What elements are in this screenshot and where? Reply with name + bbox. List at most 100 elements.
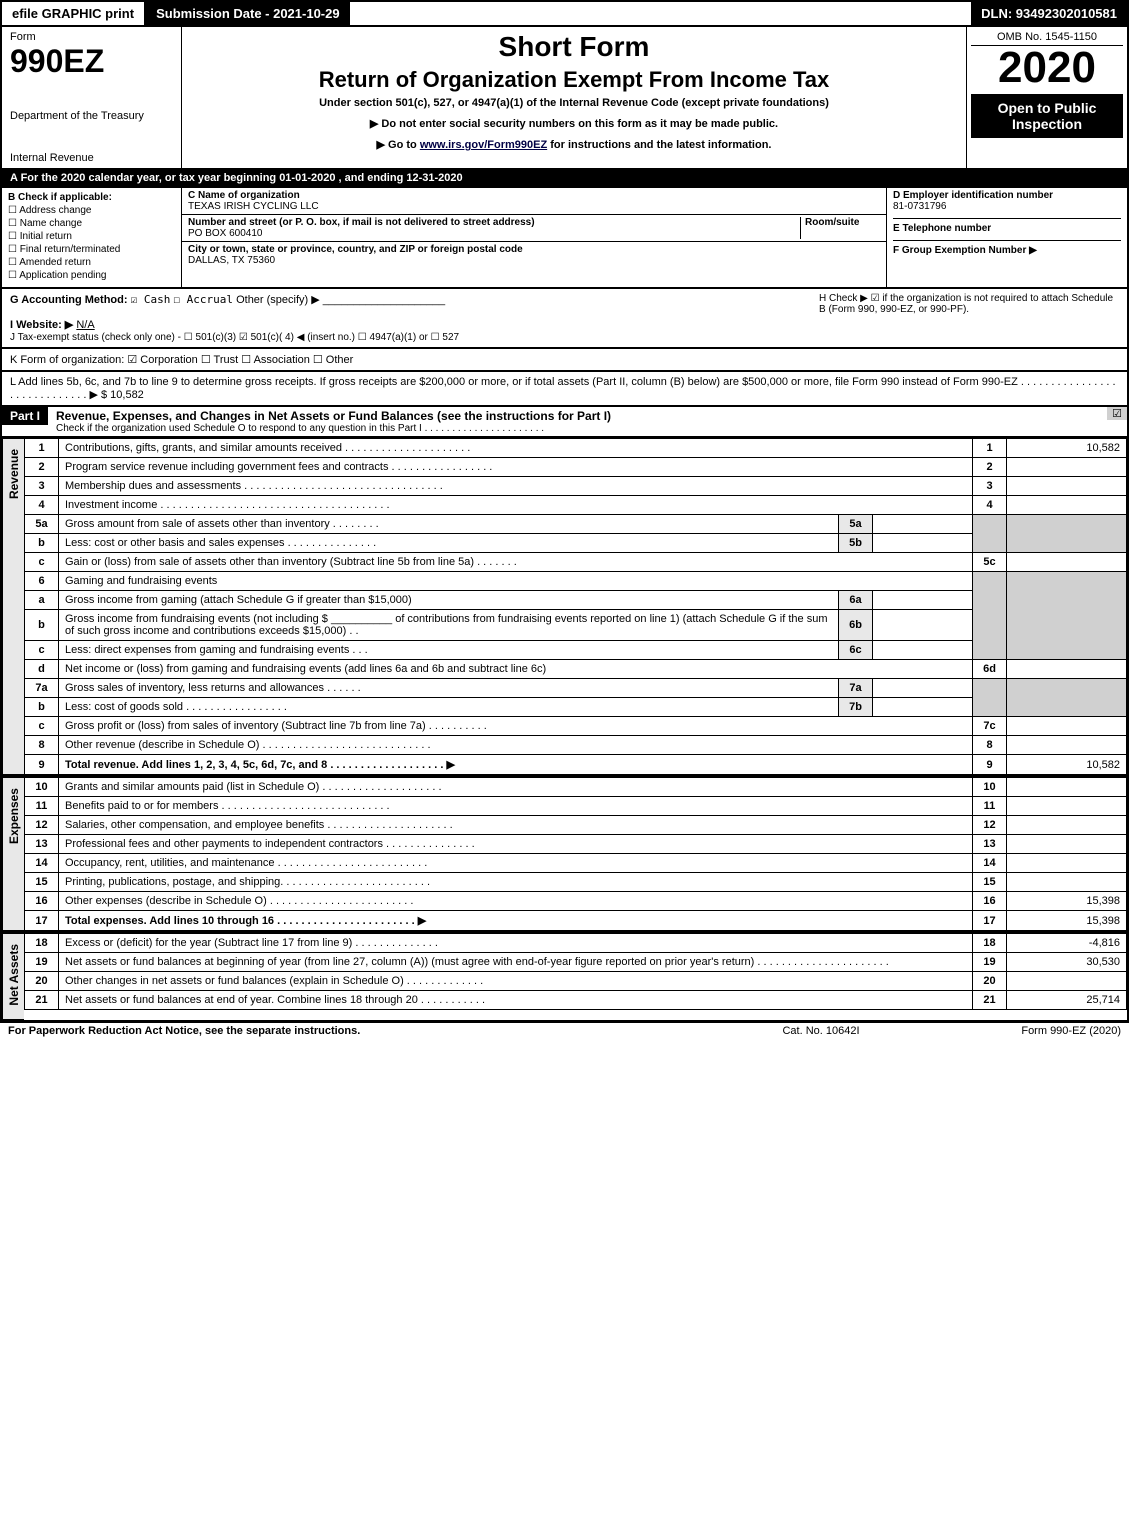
tax-year: 2020	[971, 46, 1123, 90]
header-right: OMB No. 1545-1150 2020 Open to Public In…	[967, 27, 1127, 168]
return-title: Return of Organization Exempt From Incom…	[190, 67, 958, 93]
group-exemption-label: F Group Exemption Number ▶	[893, 245, 1121, 256]
goto-prefix: ▶ Go to	[377, 139, 420, 151]
chk-amended-return[interactable]: ☐ Amended return	[8, 257, 175, 268]
net-assets-table: 18Excess or (deficit) for the year (Subt…	[24, 933, 1127, 1010]
website-value: N/A	[76, 319, 94, 331]
line-20: 20Other changes in net assets or fund ba…	[25, 972, 1127, 991]
expenses-section: Expenses 10Grants and similar amounts pa…	[0, 777, 1129, 933]
part-1-label: Part I	[2, 407, 48, 425]
expenses-side-label: Expenses	[2, 777, 24, 931]
part-1-header: Part I Revenue, Expenses, and Changes in…	[0, 407, 1129, 438]
part-1-checkbox[interactable]: ☑	[1107, 407, 1127, 420]
row-l-text: L Add lines 5b, 6c, and 7b to line 9 to …	[10, 376, 1116, 401]
line-3: 3Membership dues and assessments . . . .…	[25, 477, 1127, 496]
line-11: 11Benefits paid to or for members . . . …	[25, 797, 1127, 816]
chk-address-change[interactable]: ☐ Address change	[8, 205, 175, 216]
expenses-table: 10Grants and similar amounts paid (list …	[24, 777, 1127, 931]
chk-final-return[interactable]: ☐ Final return/terminated	[8, 244, 175, 255]
ein-label: D Employer identification number	[893, 190, 1121, 201]
line-10: 10Grants and similar amounts paid (list …	[25, 778, 1127, 797]
city-value: DALLAS, TX 75360	[188, 255, 880, 266]
line-7c: cGross profit or (loss) from sales of in…	[25, 717, 1127, 736]
phone-label: E Telephone number	[893, 223, 1121, 234]
revenue-section: Revenue 1Contributions, gifts, grants, a…	[0, 438, 1129, 777]
header-left: Form 990EZ Department of the Treasury In…	[2, 27, 182, 168]
row-a-calendar-year: A For the 2020 calendar year, or tax yea…	[0, 170, 1129, 188]
website-label: I Website: ▶	[10, 319, 73, 331]
chk-cash[interactable]: ☑ Cash	[131, 293, 171, 306]
goto-suffix: for instructions and the latest informat…	[547, 139, 771, 151]
line-14: 14Occupancy, rent, utilities, and mainte…	[25, 854, 1127, 873]
irs-link[interactable]: www.irs.gov/Form990EZ	[420, 139, 547, 151]
part-1-title: Revenue, Expenses, and Changes in Net As…	[56, 409, 611, 423]
line-5a: 5aGross amount from sale of assets other…	[25, 515, 1127, 534]
line-16: 16Other expenses (describe in Schedule O…	[25, 892, 1127, 911]
line-7b: bLess: cost of goods sold . . . . . . . …	[25, 698, 1127, 717]
header-center: Short Form Return of Organization Exempt…	[182, 27, 967, 168]
line-9: 9Total revenue. Add lines 1, 2, 3, 4, 5c…	[25, 755, 1127, 775]
revenue-side-label: Revenue	[2, 438, 24, 775]
line-7a: 7aGross sales of inventory, less returns…	[25, 679, 1127, 698]
paperwork-notice: For Paperwork Reduction Act Notice, see …	[8, 1025, 721, 1037]
line-5b: bLess: cost or other basis and sales exp…	[25, 534, 1127, 553]
row-g-h: G Accounting Method: ☑ Cash ☐ Accrual Ot…	[0, 289, 1129, 349]
line-13: 13Professional fees and other payments t…	[25, 835, 1127, 854]
city-label: City or town, state or province, country…	[188, 244, 880, 255]
ssn-warning: ▶ Do not enter social security numbers o…	[190, 117, 958, 130]
other-specify: Other (specify) ▶	[236, 294, 320, 306]
form-label: Form	[10, 31, 173, 43]
open-to-public: Open to Public Inspection	[971, 94, 1123, 138]
net-assets-side-label: Net Assets	[2, 933, 24, 1020]
dept-treasury: Department of the Treasury	[10, 110, 173, 122]
dept-irs: Internal Revenue	[10, 152, 173, 164]
row-h-schedule-b: H Check ▶ ☑ if the organization is not r…	[819, 293, 1119, 343]
street-value: PO BOX 600410	[188, 228, 800, 239]
goto-instructions: ▶ Go to www.irs.gov/Form990EZ for instru…	[190, 138, 958, 151]
tax-exempt-status: J Tax-exempt status (check only one) - ☐…	[10, 332, 459, 343]
ein-value: 81-0731796	[893, 201, 1121, 212]
org-name-value: TEXAS IRISH CYCLING LLC	[188, 201, 880, 212]
line-6d: dNet income or (loss) from gaming and fu…	[25, 660, 1127, 679]
form-number: 990EZ	[10, 43, 173, 80]
line-18: 18Excess or (deficit) for the year (Subt…	[25, 934, 1127, 953]
row-k: K Form of organization: ☑ Corporation ☐ …	[0, 349, 1129, 372]
line-5c: cGain or (loss) from sale of assets othe…	[25, 553, 1127, 572]
chk-name-change[interactable]: ☐ Name change	[8, 218, 175, 229]
col-b-checkboxes: B Check if applicable: ☐ Address change …	[2, 188, 182, 287]
form-header: Form 990EZ Department of the Treasury In…	[0, 27, 1129, 170]
line-8: 8Other revenue (describe in Schedule O) …	[25, 736, 1127, 755]
accounting-method-label: G Accounting Method:	[10, 294, 128, 306]
top-bar: efile GRAPHIC print Submission Date - 20…	[0, 0, 1129, 27]
street-label: Number and street (or P. O. box, if mail…	[188, 217, 800, 228]
chk-application-pending[interactable]: ☐ Application pending	[8, 270, 175, 281]
page-footer: For Paperwork Reduction Act Notice, see …	[0, 1022, 1129, 1039]
line-12: 12Salaries, other compensation, and empl…	[25, 816, 1127, 835]
line-6b: bGross income from fundraising events (n…	[25, 610, 1127, 641]
chk-accrual[interactable]: ☐ Accrual	[173, 293, 233, 306]
col-d-ein: D Employer identification number 81-0731…	[887, 188, 1127, 287]
line-17: 17Total expenses. Add lines 10 through 1…	[25, 911, 1127, 931]
row-l-value: 10,582	[110, 389, 144, 401]
line-15: 15Printing, publications, postage, and s…	[25, 873, 1127, 892]
org-name-label: C Name of organization	[188, 190, 880, 201]
line-6: 6Gaming and fundraising events	[25, 572, 1127, 591]
return-subtitle: Under section 501(c), 527, or 4947(a)(1)…	[190, 97, 958, 109]
line-1: 1Contributions, gifts, grants, and simil…	[25, 439, 1127, 458]
short-form-title: Short Form	[190, 31, 958, 63]
info-grid: B Check if applicable: ☐ Address change …	[0, 188, 1129, 289]
col-c-org-info: C Name of organization TEXAS IRISH CYCLI…	[182, 188, 887, 287]
line-6a: aGross income from gaming (attach Schedu…	[25, 591, 1127, 610]
line-6c: cLess: direct expenses from gaming and f…	[25, 641, 1127, 660]
net-assets-section: Net Assets 18Excess or (deficit) for the…	[0, 933, 1129, 1022]
part-1-sub: Check if the organization used Schedule …	[56, 423, 544, 434]
line-19: 19Net assets or fund balances at beginni…	[25, 953, 1127, 972]
form-ref: Form 990-EZ (2020)	[921, 1025, 1121, 1037]
line-4: 4Investment income . . . . . . . . . . .…	[25, 496, 1127, 515]
row-l: L Add lines 5b, 6c, and 7b to line 9 to …	[0, 372, 1129, 407]
chk-initial-return[interactable]: ☐ Initial return	[8, 231, 175, 242]
revenue-table: 1Contributions, gifts, grants, and simil…	[24, 438, 1127, 775]
line-2: 2Program service revenue including gover…	[25, 458, 1127, 477]
efile-print-button[interactable]: efile GRAPHIC print	[2, 2, 146, 25]
dln: DLN: 93492302010581	[971, 2, 1127, 25]
